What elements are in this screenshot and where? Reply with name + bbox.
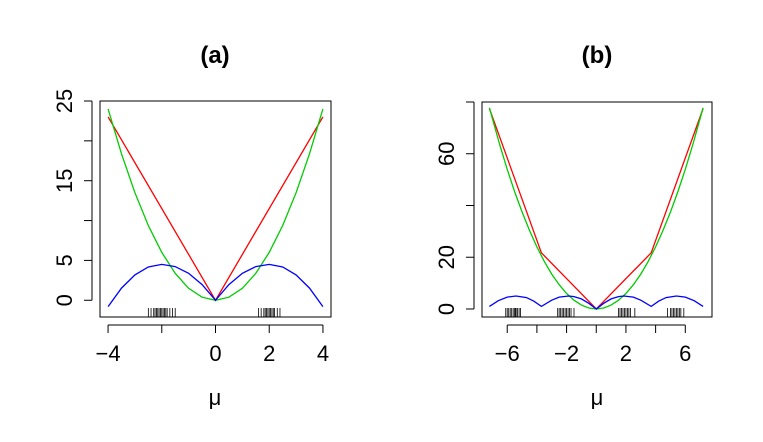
panel-a-y-tick-label: 5 xyxy=(52,254,77,266)
panel-b-x-tick-label: 6 xyxy=(679,341,691,366)
panel-a-xlabel: μ xyxy=(209,385,222,410)
panel-b-y-tick-label: 20 xyxy=(434,245,459,269)
panel-a-x-tick-label: 0 xyxy=(209,341,221,366)
panel-b-x-tick-label: 2 xyxy=(620,341,632,366)
panel-a-x-tick-label: −4 xyxy=(96,341,121,366)
panel-b-y-tick-label: 0 xyxy=(434,303,459,315)
panel-a-frame xyxy=(99,100,332,318)
panel-b-title: (b) xyxy=(582,42,613,69)
panel-a-y-tick-label: 15 xyxy=(52,168,77,192)
panel-a-title: (a) xyxy=(200,42,229,69)
panel-b-series-line xyxy=(489,295,704,310)
panel-b-y-tick-label: 60 xyxy=(434,142,459,166)
panel-a-x-tick-label: 4 xyxy=(317,341,329,366)
panel-b-xlabel: μ xyxy=(591,385,604,410)
panel-b-series-line xyxy=(488,107,704,310)
panel-b-frame xyxy=(481,101,713,318)
panel-a-series-line xyxy=(107,263,324,307)
panel-b-x-tick-label: −2 xyxy=(554,341,579,366)
panel-a-series-line xyxy=(107,116,324,302)
panel-a-x-tick-label: 2 xyxy=(263,341,275,366)
panel-a-y-tick-label: 25 xyxy=(52,89,77,113)
panel-a: (a) μ −4 0 2 4 0 5 15 25 xyxy=(52,42,332,410)
panel-b-x-tick-label: −6 xyxy=(495,341,520,366)
panel-a-y-tick-label: 0 xyxy=(52,294,77,306)
